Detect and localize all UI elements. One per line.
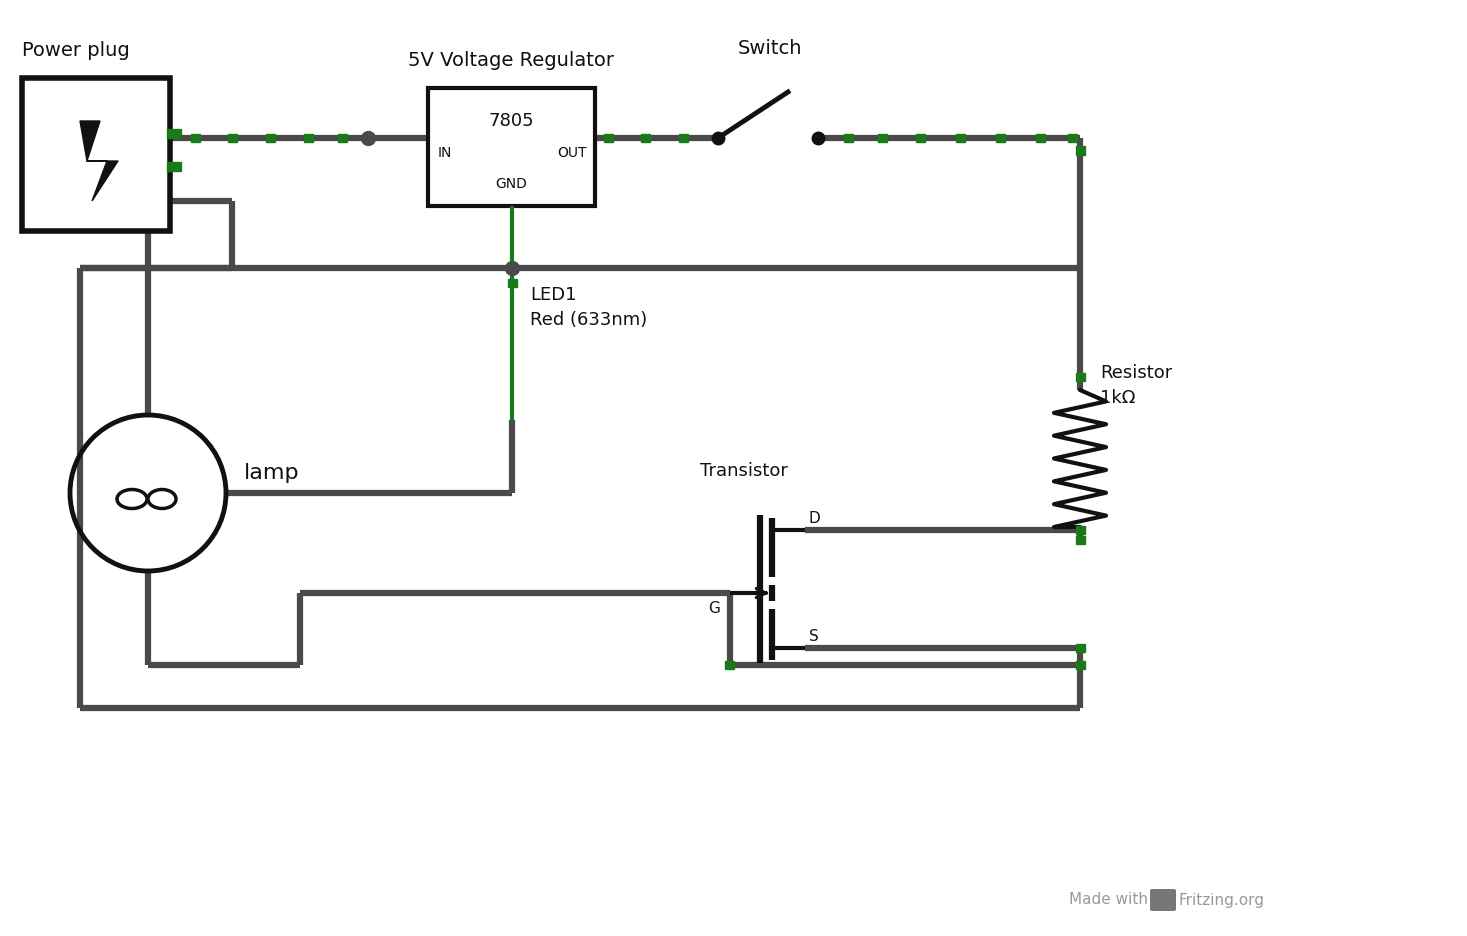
- Text: G: G: [709, 601, 720, 616]
- Bar: [879, 134, 888, 142]
- Bar: [167, 129, 180, 138]
- Text: GND: GND: [494, 177, 527, 191]
- Bar: [191, 134, 200, 142]
- Text: LED1
Red (633nm): LED1 Red (633nm): [530, 286, 647, 329]
- Text: Resistor
1kΩ: Resistor 1kΩ: [1100, 364, 1172, 407]
- Bar: [1075, 146, 1086, 155]
- Bar: [679, 134, 688, 142]
- Text: Made with: Made with: [1069, 893, 1149, 908]
- Bar: [1075, 526, 1086, 534]
- Bar: [1075, 536, 1086, 544]
- Bar: [996, 134, 1005, 142]
- Bar: [956, 134, 965, 142]
- Bar: [1075, 373, 1086, 381]
- Bar: [844, 134, 852, 142]
- Text: lamp: lamp: [244, 463, 299, 483]
- Bar: [167, 162, 180, 171]
- Bar: [428, 88, 596, 206]
- Bar: [1075, 644, 1086, 652]
- Text: Transistor: Transistor: [700, 462, 788, 480]
- Bar: [725, 661, 734, 669]
- Polygon shape: [81, 121, 117, 201]
- Bar: [1068, 134, 1077, 142]
- Bar: [1075, 661, 1086, 669]
- Text: 7805: 7805: [489, 112, 534, 130]
- Text: Switch: Switch: [738, 39, 802, 58]
- Bar: [337, 134, 348, 142]
- Text: Power plug: Power plug: [22, 41, 129, 60]
- Bar: [508, 279, 516, 287]
- Bar: [266, 134, 274, 142]
- Bar: [22, 78, 170, 231]
- Text: OUT: OUT: [557, 146, 587, 160]
- Bar: [915, 134, 926, 142]
- Text: Fritzing.org: Fritzing.org: [1178, 893, 1265, 908]
- Text: S: S: [808, 629, 819, 644]
- FancyBboxPatch shape: [1150, 889, 1177, 911]
- Bar: [1036, 134, 1045, 142]
- Bar: [304, 134, 312, 142]
- Text: D: D: [808, 511, 820, 526]
- Text: IN: IN: [439, 146, 452, 160]
- Bar: [604, 134, 613, 142]
- Text: 5V Voltage Regulator: 5V Voltage Regulator: [408, 51, 615, 70]
- Bar: [227, 134, 238, 142]
- Bar: [641, 134, 650, 142]
